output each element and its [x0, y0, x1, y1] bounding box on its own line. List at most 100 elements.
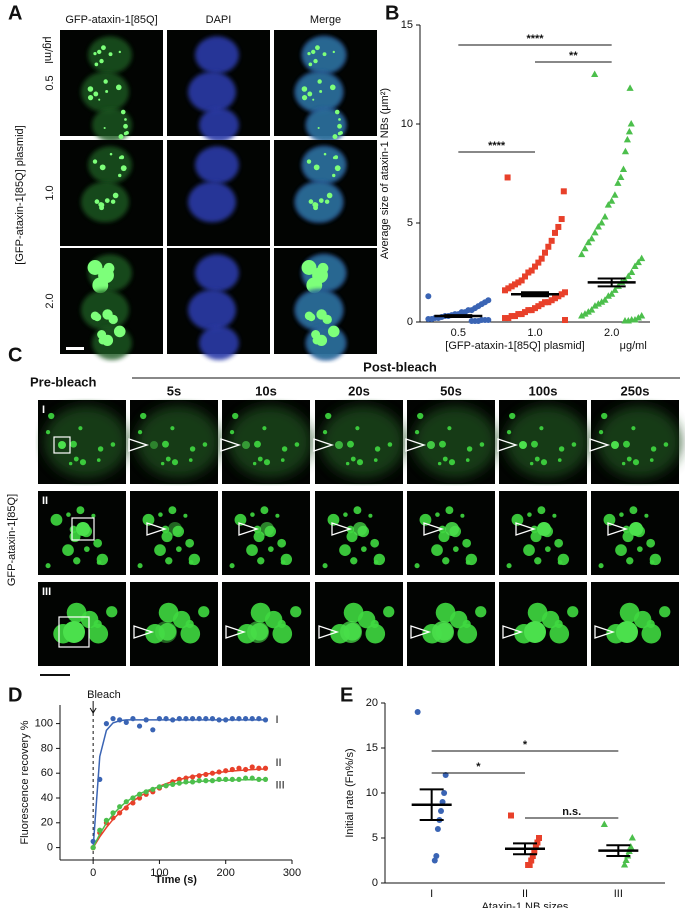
nb	[452, 546, 459, 553]
nb	[346, 531, 358, 543]
nb	[229, 429, 235, 435]
nb	[137, 563, 143, 569]
nb	[171, 459, 179, 466]
nb	[277, 619, 286, 629]
point	[604, 201, 612, 208]
point	[619, 165, 628, 173]
point	[502, 287, 508, 294]
nb	[172, 525, 185, 538]
bleached-nb	[427, 441, 435, 449]
sig-label: ****	[526, 33, 544, 45]
nb	[48, 412, 55, 420]
nb	[250, 602, 271, 623]
x-tick-label: 1.0	[527, 327, 542, 339]
nb	[281, 446, 288, 452]
nb	[462, 538, 472, 548]
nb	[66, 512, 71, 517]
point	[249, 764, 255, 770]
nb	[527, 602, 548, 623]
nb	[158, 622, 177, 641]
cell	[306, 108, 346, 142]
point	[591, 228, 599, 236]
micrograph	[315, 582, 403, 666]
panel-label: C	[8, 344, 22, 366]
nb	[465, 553, 478, 566]
nb	[91, 513, 96, 518]
nb	[98, 267, 114, 284]
nb	[598, 563, 604, 569]
nb	[307, 51, 311, 56]
nb	[99, 164, 106, 171]
cell	[321, 406, 405, 478]
point	[532, 305, 538, 312]
nb	[319, 89, 323, 93]
nb	[558, 446, 565, 452]
point	[434, 826, 441, 832]
row-label: 0.5	[44, 75, 56, 90]
nb	[554, 538, 564, 548]
point	[508, 812, 514, 819]
point	[617, 173, 625, 180]
column-header: Merge	[310, 14, 341, 26]
point	[578, 250, 586, 258]
x-tick-label: III	[614, 888, 623, 900]
point	[588, 234, 596, 242]
y-axis-label: Initial rate (Fn%/s)	[344, 748, 356, 837]
point	[604, 292, 612, 299]
nb	[97, 446, 104, 452]
nb	[603, 513, 616, 526]
cell	[302, 146, 346, 184]
micrograph	[220, 400, 312, 484]
point	[262, 765, 269, 771]
nb	[615, 544, 627, 556]
bleached-nb	[335, 441, 343, 449]
scale-bar	[66, 347, 84, 350]
nb	[571, 442, 577, 447]
time-header: 10s	[255, 383, 277, 398]
nb	[387, 442, 393, 447]
nb	[659, 606, 671, 618]
point	[502, 315, 508, 322]
y-tick-label: 0	[372, 877, 378, 889]
point	[623, 135, 631, 143]
nb	[324, 199, 330, 204]
nb	[460, 513, 465, 518]
nb	[120, 109, 126, 115]
nb	[280, 553, 293, 566]
nb	[523, 544, 535, 556]
cell	[228, 406, 312, 478]
time-header: 250s	[621, 383, 650, 398]
nb	[540, 459, 548, 466]
nb	[435, 602, 456, 623]
point	[591, 70, 599, 77]
nucleus	[188, 71, 236, 113]
point	[558, 216, 565, 223]
nb	[73, 456, 79, 462]
x-tick-label: 2.0	[604, 327, 619, 339]
nb	[45, 429, 51, 435]
nb	[448, 459, 456, 466]
y-axis-label: Fluorescence recovery %	[19, 720, 31, 844]
nb	[104, 198, 110, 203]
nb	[108, 52, 113, 57]
nb	[343, 602, 364, 623]
arrowhead	[225, 625, 247, 639]
point	[581, 244, 589, 252]
bleached-nb	[76, 522, 90, 536]
nb	[332, 134, 338, 140]
nb	[619, 602, 640, 623]
micrograph	[167, 140, 270, 246]
nb	[317, 126, 320, 130]
nb	[229, 563, 235, 569]
nb	[275, 513, 280, 518]
nb	[78, 426, 83, 431]
nb	[250, 512, 255, 517]
point	[528, 267, 535, 274]
nb	[99, 58, 104, 64]
image-bg	[407, 582, 495, 666]
point	[628, 268, 636, 275]
nb	[102, 309, 113, 320]
nb	[202, 442, 208, 447]
sig-label: n.s.	[562, 806, 581, 818]
point	[518, 311, 525, 318]
